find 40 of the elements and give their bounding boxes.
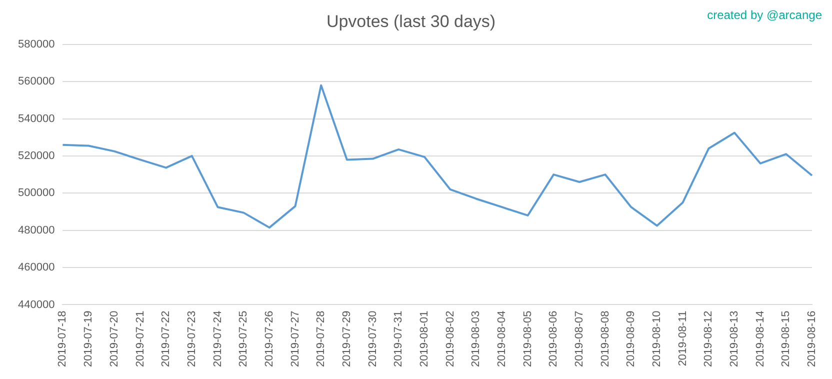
- x-tick-label: 2019-08-09: [625, 310, 638, 368]
- y-tick-label: 440000: [18, 298, 55, 311]
- x-tick-label: 2019-07-24: [212, 310, 224, 368]
- x-tick-label: 2019-08-07: [573, 310, 586, 368]
- chart-title: Upvotes (last 30 days): [326, 12, 496, 31]
- y-tick-label: 520000: [18, 150, 55, 162]
- x-tick-label: 2019-08-14: [754, 310, 766, 368]
- x-tick-label: 2019-07-31: [392, 310, 405, 368]
- x-tick-label: 2019-07-30: [366, 310, 379, 368]
- x-tick-label: 2019-08-05: [522, 310, 534, 368]
- y-tick-label: 560000: [18, 76, 55, 88]
- x-tick-label: 2019-08-06: [548, 310, 560, 368]
- x-tick-label: 2019-08-01: [418, 310, 430, 368]
- x-tick-label: 2019-08-13: [728, 310, 741, 368]
- y-tick-label: 500000: [18, 187, 55, 200]
- x-tick-label: 2019-07-19: [82, 310, 95, 368]
- x-tick-label: 2019-07-26: [263, 310, 276, 368]
- y-tick-label: 480000: [18, 224, 55, 236]
- y-tick-label: 460000: [18, 262, 55, 274]
- x-tick-label: 2019-08-02: [444, 310, 456, 368]
- x-tick-label: 2019-08-15: [780, 310, 792, 368]
- x-tick-label: 2019-08-16: [806, 310, 818, 368]
- x-tick-label: 2019-08-08: [599, 310, 612, 368]
- y-tick-label: 540000: [18, 112, 55, 125]
- x-tick-label: 2019-08-12: [702, 310, 715, 368]
- x-tick-label: 2019-08-11: [676, 310, 689, 366]
- x-tick-label: 2019-07-25: [238, 310, 250, 368]
- x-tick-label: 2019-07-18: [56, 310, 69, 368]
- x-tick-label: 2019-08-04: [496, 310, 508, 368]
- y-tick-label: 580000: [18, 38, 55, 50]
- x-tick-label: 2019-07-23: [186, 310, 198, 368]
- x-tick-label: 2019-07-27: [289, 310, 302, 368]
- x-tick-label: 2019-07-20: [108, 310, 120, 368]
- x-tick-label: 2019-07-29: [340, 310, 353, 368]
- x-tick-label: 2019-07-28: [315, 310, 328, 368]
- x-tick-label: 2019-07-21: [134, 310, 146, 368]
- x-tick-label: 2019-08-03: [470, 310, 482, 368]
- x-tick-label: 2019-08-10: [651, 310, 664, 368]
- text: created by @arcange: [707, 8, 822, 22]
- x-tick-label: 2019-07-22: [160, 310, 172, 368]
